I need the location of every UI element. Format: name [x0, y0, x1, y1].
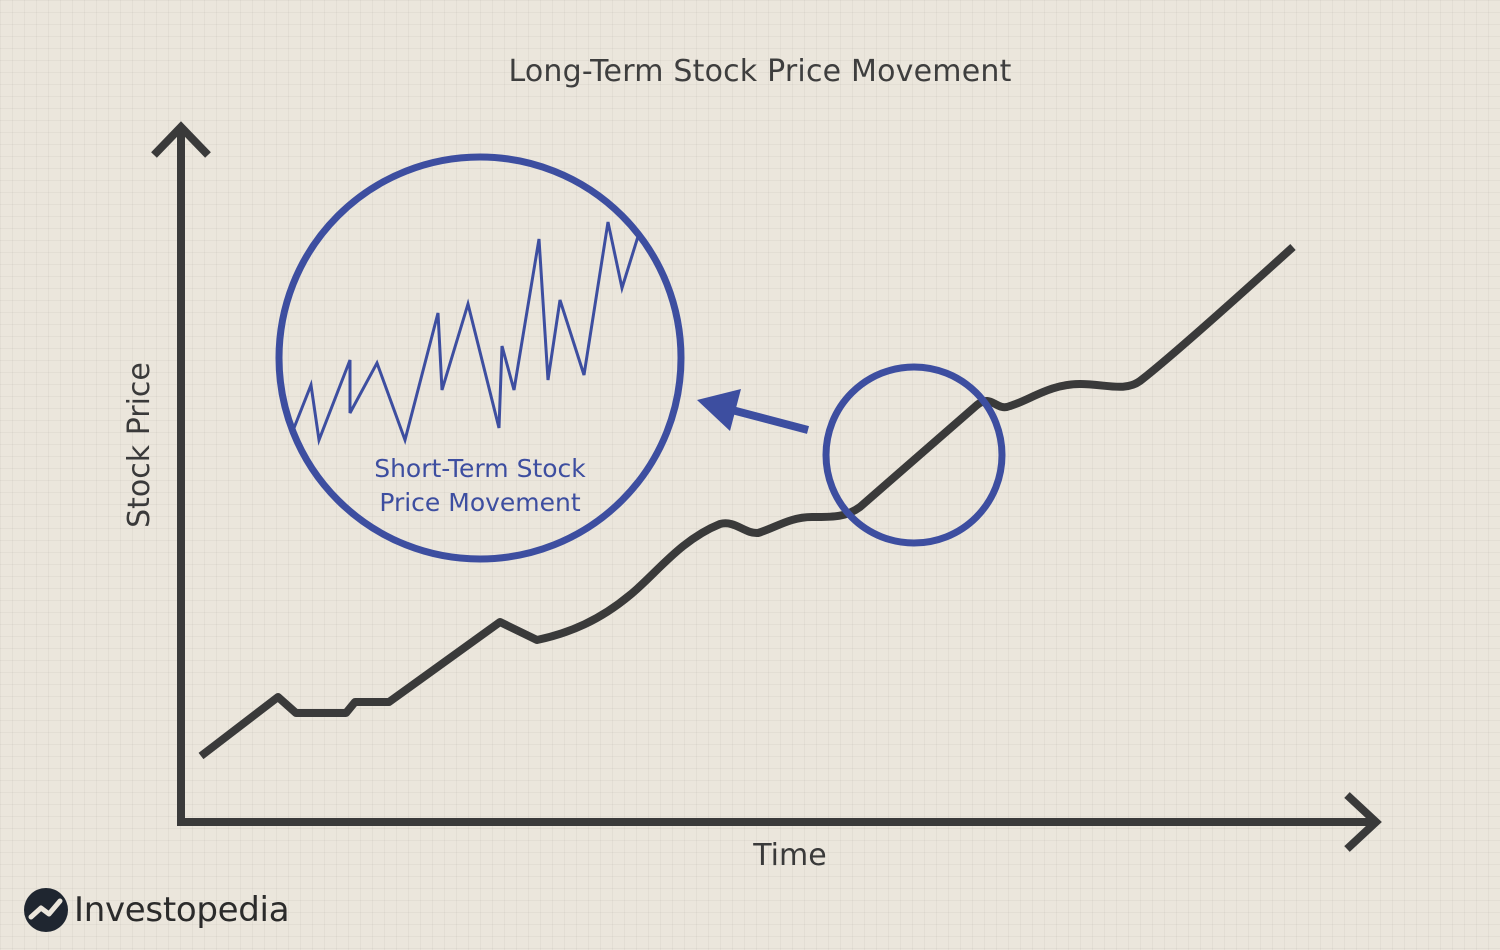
- long-term-price-line: [198, 244, 1296, 760]
- y-axis-label: Stock Price: [122, 362, 157, 528]
- investopedia-logo-icon: [24, 888, 68, 932]
- brand-name: Investopedia: [74, 890, 290, 930]
- inset-label: Short-Term Stock Price Movement: [330, 452, 630, 520]
- y-axis-arrowhead: [151, 121, 211, 158]
- inset-circle: [275, 153, 685, 563]
- x-axis-label: Time: [753, 838, 827, 873]
- short-term-price-line: [292, 221, 642, 446]
- zoom-circle: [822, 363, 1006, 547]
- inset-label-line2: Price Movement: [379, 488, 581, 517]
- chart-title: Long-Term Stock Price Movement: [508, 54, 1012, 89]
- inset-label-line1: Short-Term Stock: [374, 454, 586, 483]
- pointer-arrowhead: [697, 389, 741, 431]
- axes: [151, 121, 1382, 852]
- pointer-arrow-shaft: [730, 406, 810, 434]
- x-axis-arrowhead: [1344, 792, 1382, 852]
- brand-logo: Investopedia: [22, 884, 290, 936]
